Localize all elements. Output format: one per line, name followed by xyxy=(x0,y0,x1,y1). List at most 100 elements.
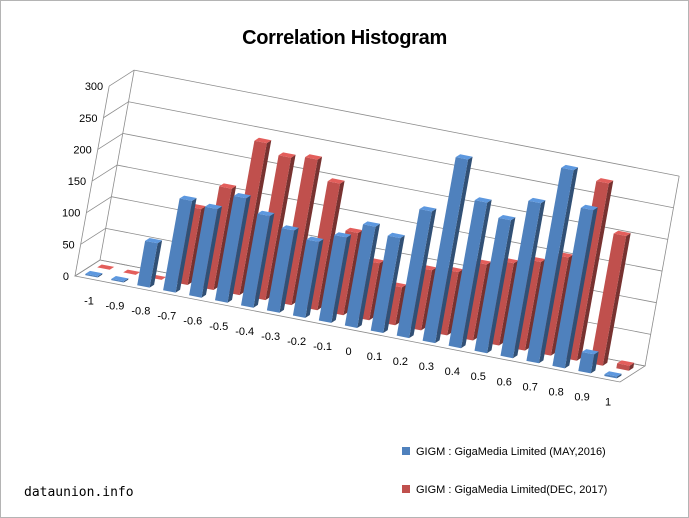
bar-series-1 xyxy=(318,232,352,323)
bar-series-1 xyxy=(370,232,405,333)
bar-top xyxy=(97,264,115,270)
bar-side xyxy=(305,239,324,318)
bar-side xyxy=(512,200,546,359)
bar-front xyxy=(578,352,595,374)
legend-swatch-series-2 xyxy=(402,485,410,494)
bar-side xyxy=(628,362,635,371)
bar-series-1 xyxy=(111,276,129,283)
bar-front xyxy=(189,206,218,298)
bar-front xyxy=(344,224,376,328)
bar-top xyxy=(281,225,299,231)
x-tick-label: -0.8 xyxy=(131,306,150,318)
bar-front xyxy=(526,167,574,364)
bar-top xyxy=(233,193,251,199)
bar-top xyxy=(455,154,473,160)
bar-top xyxy=(257,210,275,216)
legend-item-series-2: GIGM : GigaMedia Limited(DEC, 2017) xyxy=(402,483,607,497)
x-tick-label: -0.2 xyxy=(287,336,306,348)
bar-front xyxy=(137,240,158,288)
watermark-text: dataunion.info xyxy=(24,485,134,500)
bar-front xyxy=(85,273,98,278)
bar-side xyxy=(253,213,275,308)
bar-side xyxy=(487,217,516,354)
side-gridline xyxy=(103,101,129,119)
wall-edge xyxy=(644,176,680,367)
bar-front xyxy=(318,235,347,323)
bar-series-1 xyxy=(526,164,579,364)
bar-top xyxy=(498,215,516,221)
side-gridline xyxy=(91,164,118,182)
bar-series-1 xyxy=(448,197,492,349)
bar-top xyxy=(305,154,323,160)
bar-series-1 xyxy=(552,204,598,369)
bar-front xyxy=(448,200,488,349)
y-tick-label: 150 xyxy=(68,176,86,188)
y-tick-label: 100 xyxy=(62,208,80,220)
bar-front xyxy=(163,198,193,293)
bar-front xyxy=(552,207,594,369)
bar-top xyxy=(419,206,437,212)
bar-side xyxy=(331,234,352,323)
bar-series-2 xyxy=(616,360,635,371)
bar-side xyxy=(149,240,163,288)
bar-front xyxy=(474,217,511,354)
bar-front xyxy=(422,157,469,344)
bar-series-1 xyxy=(215,193,251,303)
x-tick-label: -0.1 xyxy=(313,341,332,353)
bar-top xyxy=(345,227,363,233)
y-tick-label: 200 xyxy=(73,144,91,156)
x-tick-label: -0.7 xyxy=(157,311,176,323)
bar-top xyxy=(528,197,546,204)
bar-top xyxy=(145,238,163,244)
bar-front xyxy=(215,195,247,303)
x-tick-label: 0.5 xyxy=(471,371,486,383)
side-gridline xyxy=(80,228,106,245)
bar-front xyxy=(500,200,541,359)
bar-side xyxy=(435,156,473,344)
bar-series-1 xyxy=(189,203,222,298)
bar-side xyxy=(409,208,437,339)
gridline xyxy=(117,164,663,272)
bar-front xyxy=(604,374,618,379)
bar-side xyxy=(499,260,519,346)
bar-side xyxy=(473,261,492,341)
bar-top xyxy=(254,137,272,144)
bar-top xyxy=(123,269,141,275)
bar-front xyxy=(241,213,270,308)
gridline xyxy=(128,101,674,209)
bar-top xyxy=(617,360,635,366)
x-tick-label: 1 xyxy=(605,396,611,408)
side-wall-edge xyxy=(74,86,110,277)
bar-top xyxy=(278,152,296,158)
bar-side xyxy=(291,156,323,306)
x-tick-label: 0.6 xyxy=(497,376,512,388)
bar-side xyxy=(538,167,579,364)
bar-front xyxy=(111,278,124,283)
bar-series-1 xyxy=(241,210,275,308)
x-tick-label: 0.2 xyxy=(393,356,408,368)
bar-top xyxy=(219,183,237,189)
bar-series-1 xyxy=(344,221,380,328)
bar-series-1 xyxy=(578,349,599,374)
bar-front xyxy=(396,209,432,339)
y-tick-label: 50 xyxy=(62,239,74,251)
bar-side xyxy=(550,254,574,356)
x-tick-label: -0.9 xyxy=(105,301,124,313)
bar-top xyxy=(327,178,345,184)
bar-top xyxy=(613,230,631,236)
bar-series-1 xyxy=(137,238,163,288)
bar-top xyxy=(111,276,129,282)
x-tick-label: 0 xyxy=(345,346,351,358)
bar-series-1 xyxy=(292,236,324,318)
side-gridline xyxy=(97,133,124,150)
bar-side xyxy=(383,235,405,333)
bar-series-1 xyxy=(266,225,299,313)
chart-title: Correlation Histogram xyxy=(242,27,447,49)
bar-series-1 xyxy=(422,154,473,344)
bar-side xyxy=(97,273,103,278)
bar-side xyxy=(524,259,546,351)
bar-side xyxy=(265,154,296,301)
bar-series-2 xyxy=(97,264,115,270)
bar-front xyxy=(590,233,627,366)
